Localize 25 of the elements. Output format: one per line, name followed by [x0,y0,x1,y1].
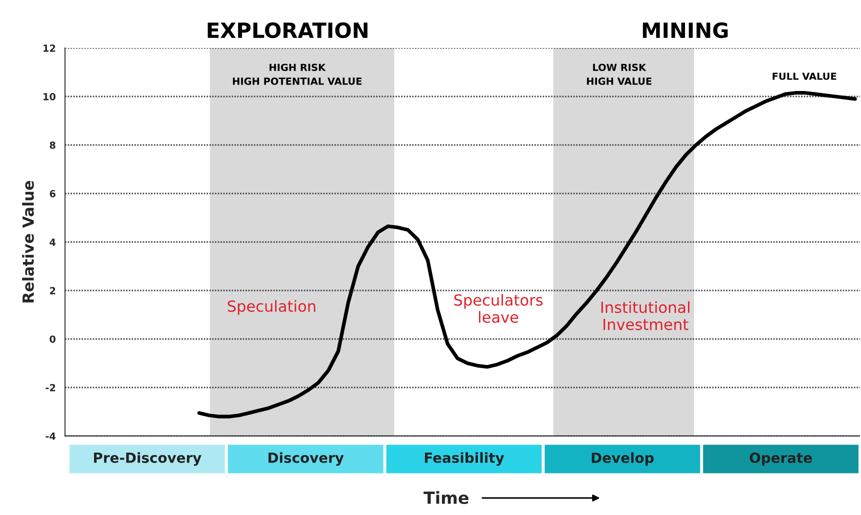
annotation: FULL VALUE [772,72,836,80]
y-tick-label: 8 [50,141,56,149]
annotation: Speculation [228,300,316,315]
y-tick-label: 10 [44,92,56,100]
y-tick-label: -4 [46,432,56,440]
y-tick-label: -2 [46,384,56,392]
annotation: Speculators leave [454,294,543,323]
y-tick-label: 6 [50,190,56,198]
line-series [197,91,857,418]
y-tick-label: 0 [50,335,56,343]
text: EXPLORATION [208,22,368,38]
annotation: LOW RISK HIGH VALUE [586,64,652,85]
y-tick-label: 4 [50,238,56,246]
text: Time [424,491,468,504]
category-label: Operate [750,452,812,466]
text: MINING [642,22,728,38]
y-tick-label: 2 [50,286,56,294]
category-label: Pre-Discovery [94,452,202,466]
y-tick-label: 12 [44,44,56,52]
annotation: HIGH RISK HIGH POTENTIAL VALUE [232,64,362,85]
category-label: Develop [592,452,654,466]
category-label: Discovery [268,452,344,466]
category-label: Feasibility [424,452,504,466]
y-axis-title: Relative Value [22,180,34,302]
annotation: Institutional Investment [601,301,690,330]
